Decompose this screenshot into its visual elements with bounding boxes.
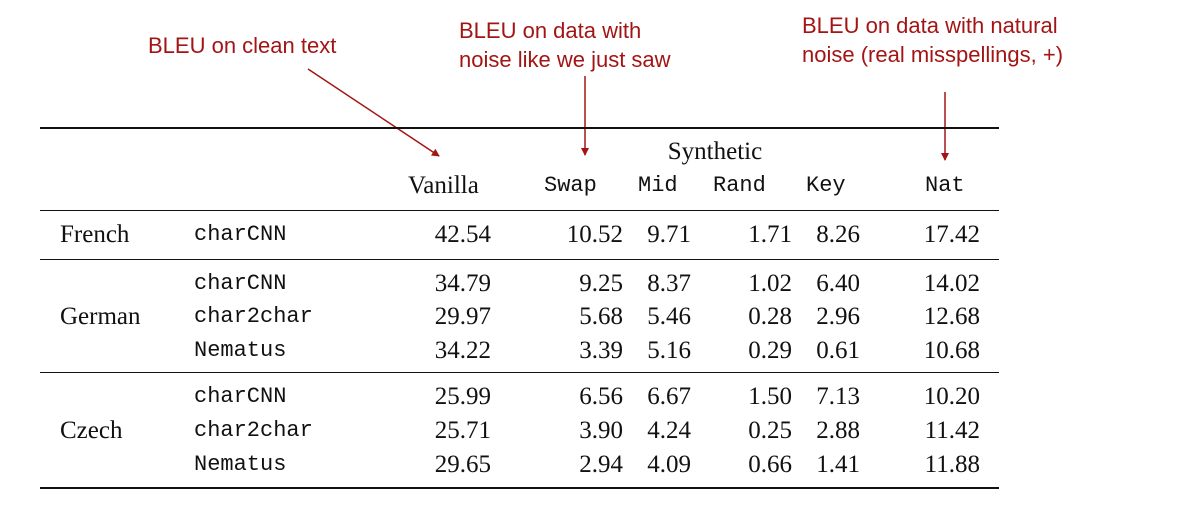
table-cell: 5.68: [579, 303, 623, 330]
table-cell: 6.40: [816, 270, 860, 297]
header-group-synthetic: Synthetic: [667, 138, 763, 165]
table-cell: 8.26: [816, 221, 860, 248]
table-cell: 5.46: [647, 303, 691, 330]
table-top-rule: [40, 127, 999, 129]
model-name: Nematus: [194, 338, 287, 363]
table-header-rule: [40, 210, 999, 211]
model-name: charCNN: [194, 271, 287, 296]
table-cell: 1.50: [748, 383, 792, 410]
table-cell: 11.42: [924, 417, 980, 444]
table-cell: 0.29: [748, 337, 792, 364]
annotation-clean-line: BLEU on clean text: [148, 33, 337, 58]
header-rand: Rand: [713, 173, 766, 198]
table-cell: 9.25: [579, 270, 623, 297]
table-cell: 25.71: [434, 417, 491, 444]
annotation-natural-line-2: noise (real misspellings, +): [802, 42, 1064, 67]
annotation-natural-line-1: BLEU on data with natural: [802, 13, 1058, 38]
model-name: charCNN: [194, 222, 287, 247]
table-cell: 2.88: [816, 417, 860, 444]
table-cell: 5.16: [647, 337, 691, 364]
language-french: French: [60, 221, 130, 248]
header-key: Key: [806, 173, 846, 198]
table-cell: 9.71: [647, 221, 691, 248]
table-cell: 1.02: [748, 270, 792, 297]
table-cell: 6.67: [647, 383, 691, 410]
table-cell: 29.97: [434, 303, 491, 330]
table-cell: 2.96: [816, 303, 860, 330]
table-cell: 3.90: [579, 417, 623, 444]
arrow-clean: [307, 68, 440, 157]
table-cell: 0.61: [816, 337, 860, 364]
model-name: charCNN: [194, 384, 287, 409]
table-cell: 42.54: [434, 221, 491, 248]
table-cell: 34.79: [434, 270, 491, 297]
table-cell: 34.22: [434, 337, 491, 364]
table-bottom-rule: [40, 487, 999, 489]
annotation-natural-noise: BLEU on data with natural noise (real mi…: [802, 11, 1063, 69]
table-cell: 10.68: [923, 337, 980, 364]
model-name: char2char: [194, 304, 313, 329]
table-cell: 1.71: [748, 221, 792, 248]
header-vanilla: Vanilla: [408, 172, 479, 199]
annotation-synthetic-noise: BLEU on data with noise like we just saw: [459, 16, 671, 74]
header-nat: Nat: [925, 173, 965, 198]
table-cell: 6.56: [579, 383, 623, 410]
table-cell: 29.65: [434, 451, 491, 478]
table-cell: 11.88: [924, 451, 980, 478]
annotation-clean-text: BLEU on clean text: [148, 31, 336, 60]
annotation-synthetic-line-1: BLEU on data with: [459, 18, 642, 43]
table-cell: 8.37: [647, 270, 691, 297]
table-cell: 0.25: [748, 417, 792, 444]
language-czech: Czech: [60, 417, 123, 444]
table-cell: 12.68: [923, 303, 980, 330]
table-group-rule-1: [40, 259, 999, 260]
header-swap: Swap: [544, 173, 597, 198]
header-mid: Mid: [638, 173, 678, 198]
language-german: German: [60, 303, 141, 330]
table-cell: 2.94: [579, 451, 623, 478]
annotation-synthetic-line-2: noise like we just saw: [459, 47, 671, 72]
model-name: Nematus: [194, 452, 287, 477]
table-cell: 3.39: [579, 337, 623, 364]
table-cell: 7.13: [816, 383, 860, 410]
table-group-rule-2: [40, 372, 999, 373]
table-cell: 1.41: [816, 451, 860, 478]
table-cell: 25.99: [434, 383, 491, 410]
table-cell: 4.24: [647, 417, 691, 444]
table-cell: 0.66: [748, 451, 792, 478]
table-cell: 0.28: [748, 303, 792, 330]
table-cell: 10.20: [923, 383, 980, 410]
table-cell: 4.09: [647, 451, 691, 478]
table-cell: 17.42: [923, 221, 980, 248]
table-cell: 10.52: [566, 221, 623, 248]
model-name: char2char: [194, 418, 313, 443]
table-cell: 14.02: [923, 270, 980, 297]
